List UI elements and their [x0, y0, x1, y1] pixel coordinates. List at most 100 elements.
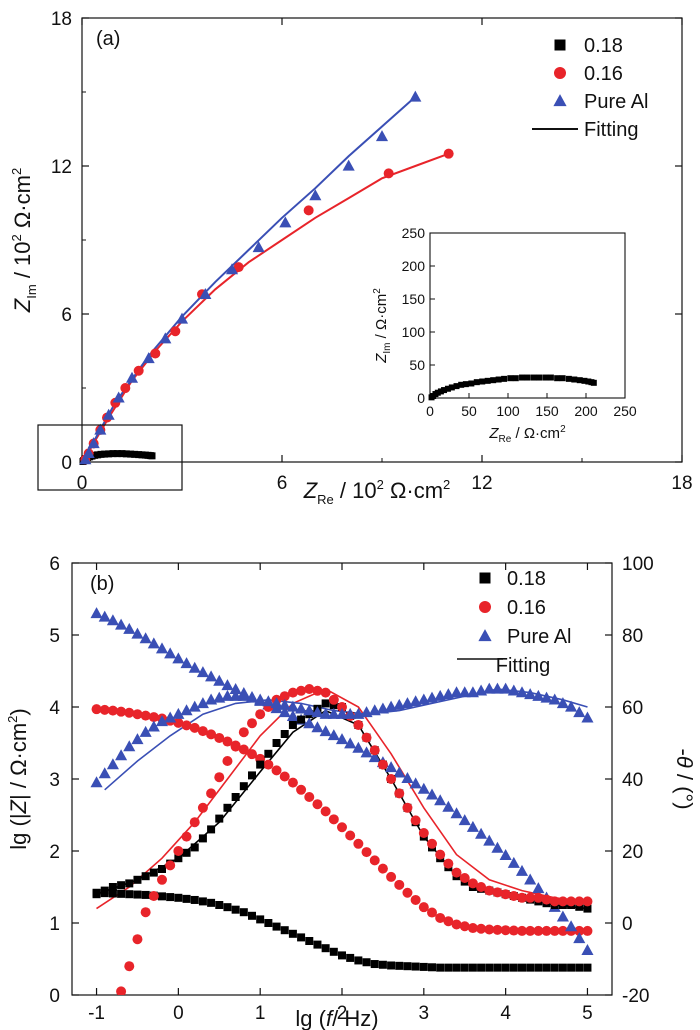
y-axis-label-a: ZIm / 102 Ω·cm2 [9, 168, 39, 313]
data-point-b [526, 963, 535, 972]
data-point-b [434, 794, 447, 806]
panel-b-eis-bode: -1 0 1 2 3 4 5 0 1 2 3 4 5 6 -20 0 20 40 60 80 100 lg (f/ Hz)… [5, 554, 697, 1030]
data-point-b [124, 707, 135, 718]
data-point-b [98, 767, 111, 779]
data-point-b [425, 788, 439, 800]
data-point-b [173, 846, 184, 856]
data-point-b [262, 695, 275, 707]
data-point-a [101, 450, 109, 458]
data-point-b [556, 910, 569, 922]
data-point-b [287, 777, 298, 788]
inset-y-tick-label: 150 [402, 291, 426, 307]
data-point-b [221, 689, 234, 701]
data-point-b [452, 963, 461, 972]
data-point-b [575, 902, 584, 911]
data-point-b [460, 963, 469, 972]
data-point-b [328, 694, 339, 705]
data-point-b [435, 849, 446, 860]
data-point-a [199, 287, 212, 299]
data-point-b [582, 925, 593, 936]
data-point-b [213, 674, 226, 686]
data-point-b [483, 682, 496, 694]
data-point-b [108, 883, 117, 891]
data-point-b [222, 736, 233, 747]
legend-label-a: Pure Al [584, 91, 648, 113]
data-point-b [361, 847, 372, 858]
data-point-b [165, 860, 176, 871]
data-point-b [303, 717, 316, 729]
data-point-b [327, 707, 340, 719]
y-right-tick-label-b: 0 [622, 914, 633, 935]
data-point-b [280, 926, 289, 935]
inset-data-point [484, 377, 491, 384]
inset-data-point [581, 377, 588, 384]
data-point-b [230, 741, 241, 752]
legend-a: 0.18 0.16 Pure Al Fitting [532, 35, 648, 141]
data-point-b [245, 691, 259, 703]
data-point-b [401, 771, 414, 783]
data-point-b [287, 687, 298, 698]
legend-label-b: Pure Al [507, 626, 571, 648]
data-point-b [319, 707, 332, 719]
data-point-b [264, 919, 273, 927]
data-point-b [174, 854, 183, 863]
inset-data-point [547, 374, 554, 381]
data-point-b [409, 777, 422, 789]
data-point-b [255, 709, 266, 720]
data-point-b [583, 904, 592, 913]
data-point-a [97, 450, 105, 458]
legend-marker-b [479, 601, 491, 613]
data-point-b [311, 721, 324, 733]
inset-data-point [490, 377, 497, 384]
data-point-b [196, 666, 209, 678]
data-point-b [189, 817, 200, 828]
y-left-tick-label-b: 4 [49, 698, 60, 719]
inset-data-point [434, 389, 441, 396]
data-point-b [190, 895, 199, 904]
data-point-b [181, 831, 192, 842]
data-point-b [583, 963, 592, 972]
inset-x-tick-label: 200 [574, 403, 598, 419]
legend-marker-b [479, 572, 491, 584]
data-point-b [321, 699, 330, 708]
data-point-b [125, 890, 134, 899]
data-point-b [174, 893, 183, 902]
x-tick-label-b: 0 [173, 1003, 184, 1024]
legend-label-a: 0.18 [584, 35, 623, 57]
data-point-b [509, 963, 518, 972]
zoom-box [37, 424, 183, 491]
x-tick-label-b: 1 [255, 1003, 266, 1024]
data-point-b [338, 951, 346, 960]
data-point-b [417, 782, 430, 794]
data-point-b [418, 828, 429, 838]
inset-data-point [576, 377, 583, 384]
data-point-b [378, 960, 387, 969]
data-point-b [123, 740, 136, 752]
data-point-b [436, 963, 445, 972]
legend-b: 0.18 0.16 Pure Al Fitting [457, 568, 571, 677]
data-point-b [321, 944, 330, 953]
data-point-b [248, 911, 256, 920]
data-point-b [312, 799, 323, 810]
x-tick-label-b: 4 [500, 1003, 511, 1024]
data-point-b [140, 710, 151, 721]
data-point-b [394, 879, 405, 890]
data-point-b [444, 963, 453, 972]
data-point-b [541, 925, 552, 936]
data-point-b [320, 806, 331, 817]
data-point-b [395, 961, 404, 970]
data-point-b [567, 963, 576, 972]
data-point-b [256, 760, 265, 769]
inset-x-tick-label: 250 [613, 403, 637, 419]
x-tick-label-a: 12 [471, 473, 492, 494]
data-point-b [215, 901, 224, 909]
fit-line-a [82, 152, 450, 462]
inset-data-point [590, 379, 597, 386]
y-left-tick-label-b: 6 [49, 554, 60, 575]
data-point-a [120, 383, 131, 393]
data-point-b [549, 896, 560, 907]
data-point-b [450, 686, 463, 698]
data-point-a [383, 168, 394, 179]
data-point-b [157, 874, 167, 885]
